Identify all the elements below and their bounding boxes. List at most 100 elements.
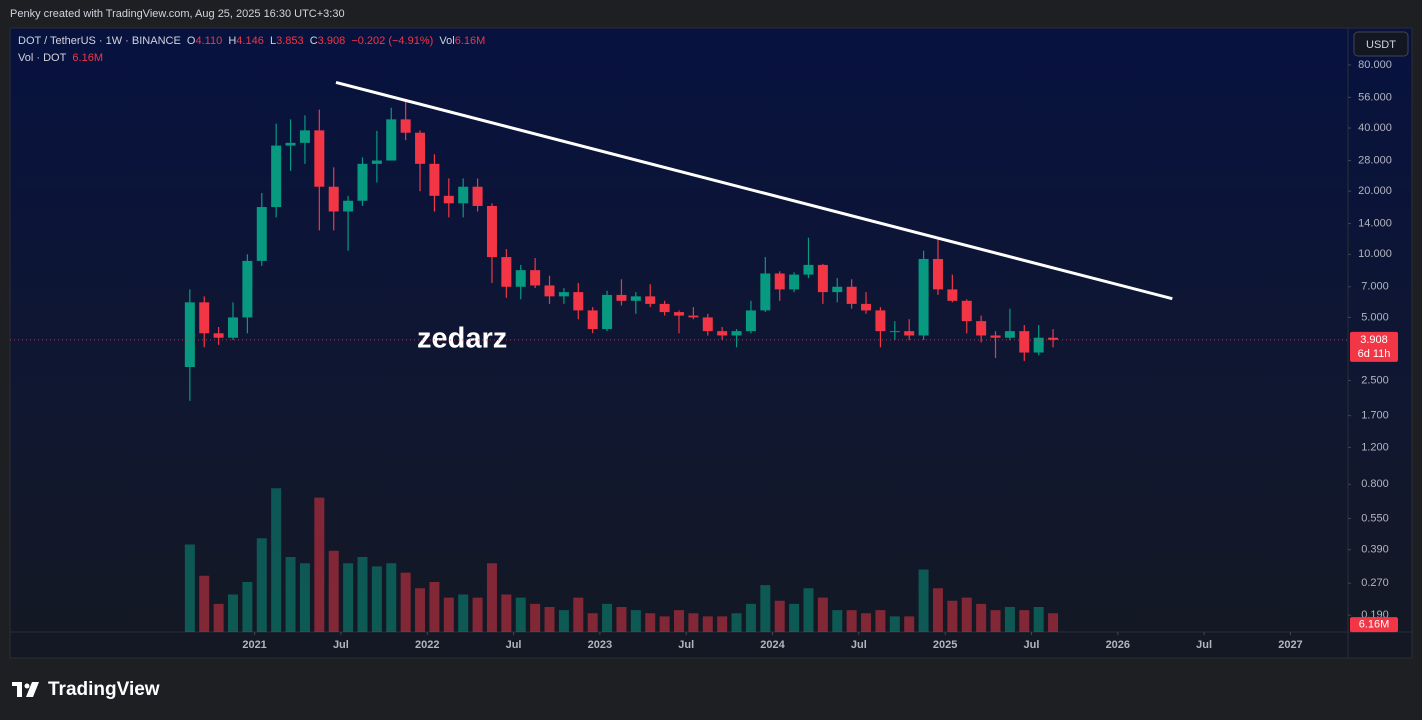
y-tick-label: 0.270 [1361, 577, 1389, 589]
x-tick-label: Jul [678, 639, 694, 651]
y-tick-label: 40.000 [1358, 122, 1392, 134]
volume-bar [745, 603, 756, 632]
currency-label: USDT [1366, 39, 1396, 51]
candle-body [688, 315, 699, 318]
volume-bar [918, 569, 929, 632]
volume-bar [573, 597, 584, 632]
candle-body [789, 274, 800, 290]
x-tick-label: Jul [506, 639, 522, 651]
candle-body [472, 186, 483, 206]
candle-body [558, 292, 569, 297]
candle-body [573, 292, 584, 311]
volume-bar [299, 563, 310, 632]
volume-bar [976, 603, 987, 632]
volume-bar [861, 613, 872, 632]
volume-bar [199, 575, 210, 632]
candle-body [515, 270, 526, 287]
x-tick-label: 2023 [588, 639, 612, 651]
volume-bar [904, 616, 915, 632]
candle-body [630, 296, 641, 301]
candle-body [328, 186, 339, 212]
volume-bar [717, 616, 728, 632]
candle-body [760, 273, 771, 311]
volume-bar [515, 597, 526, 632]
volume-bar [702, 616, 713, 632]
volume-bar [990, 610, 1001, 632]
candle-body [961, 300, 972, 322]
candle-body [228, 317, 238, 338]
candle-body [544, 285, 555, 297]
chart-panel [9, 27, 1413, 659]
volume-bar [760, 585, 771, 632]
high-value: 4.146 [236, 35, 264, 47]
y-tick-label: 5.000 [1361, 311, 1389, 323]
volume-bar [774, 600, 785, 632]
candle-body [702, 317, 713, 332]
trendline [335, 80, 1173, 301]
open-label: O [186, 35, 196, 47]
close-label: C [309, 35, 318, 47]
volume-bar [832, 610, 843, 632]
candle-body [242, 260, 253, 318]
countdown: 6d 11h [1358, 348, 1391, 360]
volume-bar [343, 563, 354, 632]
volume-bar [458, 594, 469, 632]
candle-body [602, 294, 613, 330]
candle-body [803, 264, 814, 275]
volume-bar [386, 563, 397, 632]
candle-body [717, 331, 728, 336]
candle-body [875, 310, 886, 332]
candle-body [199, 302, 210, 334]
y-tick-label: 2.500 [1361, 374, 1389, 386]
volume-bar [817, 597, 828, 632]
candle-body [1019, 331, 1030, 353]
candle-body [817, 264, 828, 293]
volume-bar [285, 557, 296, 632]
volume-bar [1033, 607, 1044, 632]
footer-logo: TradingView [48, 679, 160, 700]
volume-bar [242, 582, 253, 632]
volume-study: Vol · DOT [18, 52, 67, 64]
candle-body [947, 289, 958, 301]
candle-body [1033, 337, 1044, 353]
candle-body [745, 310, 756, 332]
volume-bar [889, 616, 900, 632]
volume-bar [1004, 607, 1015, 632]
volume-bar [415, 588, 426, 632]
watermark: zedarz [417, 323, 507, 355]
volume-bar [228, 594, 238, 632]
volume-bar [429, 582, 440, 632]
caption: Penky created with TradingView.com, Aug … [10, 8, 345, 20]
volume-bar [587, 613, 598, 632]
x-tick-label: 2022 [415, 639, 439, 651]
x-tick-label: 2024 [760, 639, 785, 651]
y-tick-label: 0.390 [1361, 544, 1389, 556]
x-tick-label: Jul [1196, 639, 1212, 651]
x-tick-label: 2021 [242, 639, 266, 651]
currency-button[interactable] [1353, 31, 1409, 57]
y-tick-label: 7.000 [1361, 281, 1389, 293]
volume-bar [630, 610, 641, 632]
last-price-box [1350, 331, 1398, 362]
last-volume-label: 6.16M [1359, 619, 1390, 631]
candle-body [429, 163, 440, 196]
y-tick-label: 80.000 [1358, 59, 1392, 71]
volume-bar [256, 538, 267, 632]
x-tick-label: Jul [851, 639, 867, 651]
candle-body [285, 142, 296, 146]
y-tick-label: 0.800 [1361, 478, 1389, 490]
candle-body [213, 333, 224, 338]
volume-bar [501, 594, 512, 632]
candle-body [386, 119, 397, 161]
volume-bar [846, 610, 857, 632]
volume-bar [544, 607, 555, 632]
volume-bar [947, 600, 958, 632]
volume-bar [932, 588, 943, 632]
volume-legend: Vol · DOT 6.16M [18, 52, 103, 64]
volume-bar [472, 597, 483, 632]
candle-body [415, 132, 426, 164]
candle-body [458, 186, 469, 204]
x-tick-label: 2026 [1106, 639, 1130, 651]
candle-body [674, 312, 684, 316]
volume-bar [1019, 610, 1030, 632]
